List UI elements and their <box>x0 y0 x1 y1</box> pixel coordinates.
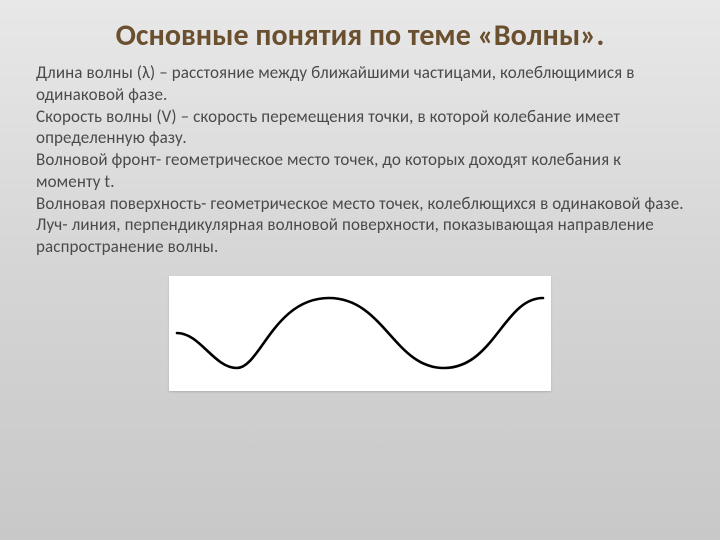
paragraph-wave-surface: Волновая поверхность- геометрическое мес… <box>36 193 684 215</box>
body-text: Длина волны (λ) – расстояние между ближа… <box>36 62 684 258</box>
paragraph-wave-front: Волновой фронт- геометрическое место точ… <box>36 149 684 193</box>
wave-curve-icon <box>169 276 551 391</box>
paragraph-wavelength: Длина волны (λ) – расстояние между ближа… <box>36 62 684 106</box>
paragraph-ray: Луч- линия, перпендикулярная волновой по… <box>36 214 684 258</box>
slide-waves-concepts: Основные понятия по теме «Волны». Длина … <box>0 0 720 540</box>
figure-container <box>36 276 684 391</box>
paragraph-wave-speed: Скорость волны (V) – скорость перемещени… <box>36 106 684 150</box>
wave-figure <box>169 276 551 391</box>
page-title: Основные понятия по теме «Волны». <box>36 18 684 54</box>
